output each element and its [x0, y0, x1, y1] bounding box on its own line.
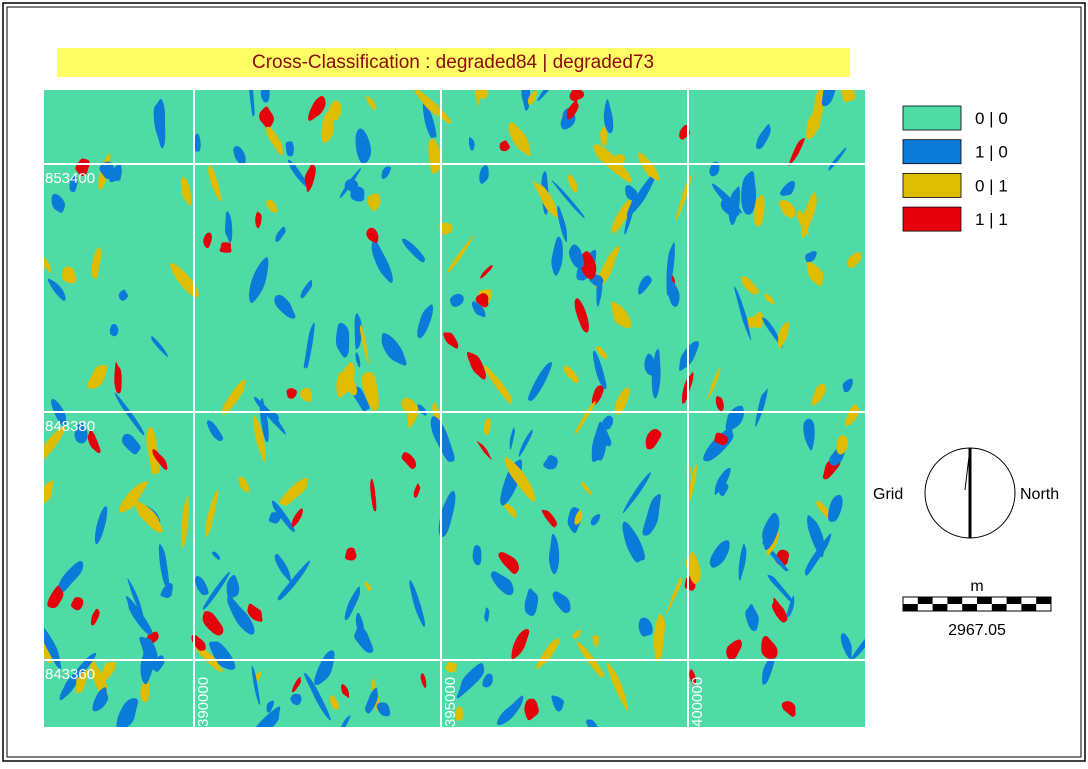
compass-label: Grid	[873, 486, 903, 503]
legend: 0 | 0 1 | 0 0 | 1 1 | 1	[903, 106, 1008, 231]
scale-block	[1007, 597, 1022, 604]
legend-label: 0 | 1	[975, 176, 1008, 195]
legend-label: 1 | 0	[975, 143, 1008, 162]
scale-block	[962, 604, 977, 611]
scale-block	[903, 604, 918, 611]
compass-label: North	[1020, 486, 1059, 503]
scale-block	[947, 597, 962, 604]
easting-label: 400000	[689, 677, 706, 727]
scale-block	[1021, 604, 1036, 611]
legend-swatch	[903, 106, 961, 130]
north-arrow: Grid North	[873, 448, 1059, 538]
northing-label: 848380	[45, 418, 95, 435]
scale-bar-blocks	[903, 597, 1051, 611]
scale-block	[933, 604, 948, 611]
legend-swatch	[903, 173, 961, 197]
legend-label: 0 | 0	[975, 109, 1008, 128]
legend-label: 1 | 1	[975, 210, 1008, 229]
easting-label: 395000	[442, 677, 459, 727]
scale-bar: m 2967.05	[903, 578, 1051, 639]
legend-swatch	[903, 140, 961, 164]
legend-swatch	[903, 207, 961, 231]
easting-label: 390000	[195, 677, 212, 727]
scale-block	[1036, 597, 1051, 604]
scale-block	[977, 597, 992, 604]
scale-block	[918, 597, 933, 604]
scale-block	[992, 604, 1007, 611]
scale-length: 2967.05	[948, 622, 1006, 639]
map-title: Cross-Classification : degraded84 | degr…	[252, 52, 654, 73]
scale-unit: m	[970, 578, 983, 595]
northing-label: 843360	[45, 666, 95, 683]
northing-label: 853400	[45, 170, 95, 187]
map-patch	[220, 242, 232, 252]
map-layout: Cross-Classification : degraded84 | degr…	[0, 0, 1088, 764]
